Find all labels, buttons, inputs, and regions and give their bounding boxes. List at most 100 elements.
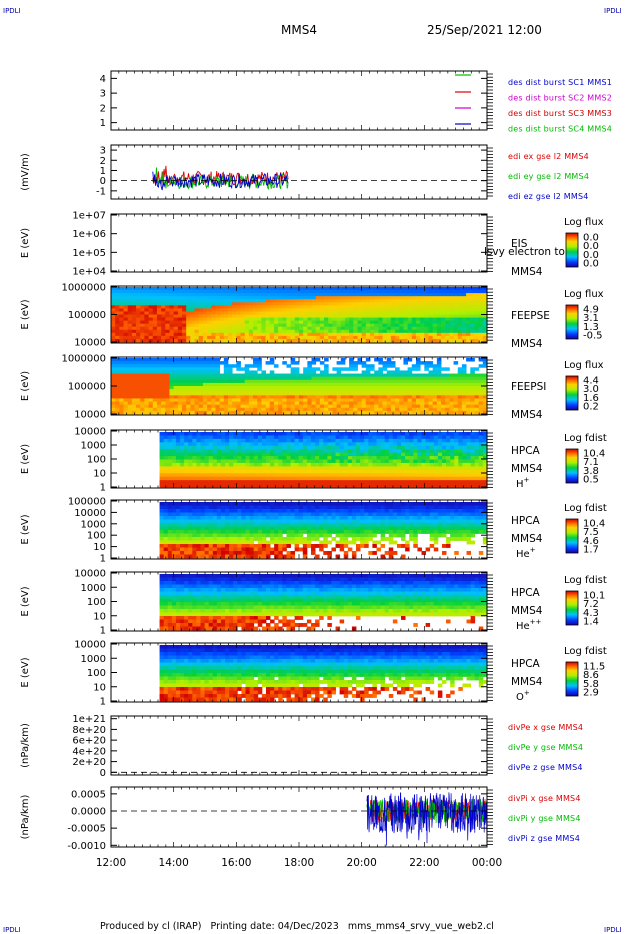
heatmap-cell	[290, 392, 296, 396]
heatmap-cell	[274, 432, 279, 436]
heatmap-cell	[399, 299, 404, 303]
heatmap-cell	[307, 395, 312, 399]
heatmap-cell	[370, 386, 375, 390]
heatmap-cell	[384, 473, 390, 478]
heatmap-cell	[445, 335, 450, 340]
footer-credit: Produced by cl (IRAP) Printing date: 04/…	[100, 921, 494, 932]
heatmap-cell	[294, 314, 300, 318]
heatmap-cell	[392, 442, 398, 447]
heatmap-cell	[127, 293, 133, 297]
heatmap-cell	[437, 456, 443, 460]
heatmap-cell	[245, 445, 251, 450]
heatmap-cell	[311, 452, 316, 457]
heatmap-cell	[192, 452, 197, 457]
heatmap-cell	[344, 332, 350, 337]
heatmap-cell	[429, 462, 435, 467]
heatmap-cell	[441, 404, 446, 409]
heatmap-cell	[184, 469, 189, 474]
heatmap-cell	[159, 449, 165, 454]
heatmap-cell	[340, 323, 346, 328]
heatmap-cell	[324, 290, 329, 294]
heatmap-cell	[396, 456, 402, 460]
heatmap-cell	[161, 338, 166, 343]
heatmap-cell	[303, 329, 308, 334]
heatmap-cell	[261, 483, 267, 488]
heatmap-cell	[232, 392, 237, 396]
heatmap-cell	[225, 473, 230, 478]
heatmap-cell	[450, 456, 455, 460]
heatmap-cell	[229, 476, 234, 481]
heatmap-cell	[136, 338, 141, 343]
heatmap-cell	[159, 462, 165, 467]
heatmap-cell	[415, 314, 421, 318]
heatmap-cell	[265, 432, 271, 436]
heatmap-cell	[461, 401, 467, 406]
heatmap-cell	[420, 389, 425, 393]
heatmap-cell	[474, 392, 480, 396]
heatmap-cell	[343, 473, 349, 478]
heatmap-cell	[386, 370, 392, 374]
heatmap-cell	[340, 308, 346, 312]
heatmap-cell	[148, 386, 154, 390]
heatmap-cell	[273, 287, 279, 291]
heatmap-cell	[208, 445, 214, 450]
heatmap-cell	[204, 452, 210, 457]
heatmap-cell	[307, 335, 312, 340]
heatmap-cell	[261, 332, 266, 337]
heatmap-cell	[249, 445, 255, 450]
heatmap-cell	[207, 407, 212, 412]
heatmap-cell	[449, 332, 454, 337]
heatmap-cell	[152, 358, 158, 362]
heatmap-cell	[470, 317, 475, 322]
heatmap-cell	[378, 373, 383, 378]
heatmap-cell	[171, 445, 177, 450]
heatmap-cell	[115, 407, 120, 412]
heatmap-cell	[115, 395, 120, 399]
heatmap-cell	[399, 401, 404, 406]
heatmap-cell	[365, 293, 371, 297]
heatmap-cell	[462, 452, 467, 457]
heatmap-cell	[315, 404, 321, 409]
heatmap-cell	[278, 456, 283, 460]
heatmap-cell	[470, 445, 476, 450]
heatmap-cell	[453, 314, 459, 318]
heatmap-cell	[270, 449, 275, 454]
heatmap-cell	[470, 367, 475, 371]
heatmap-cell	[344, 302, 350, 306]
heatmap-cell	[265, 483, 271, 488]
heatmap-cell	[470, 395, 475, 399]
heatmap-cell	[290, 376, 296, 381]
heatmap-cell	[227, 373, 233, 378]
heatmap-cell	[424, 382, 429, 387]
heatmap-cell	[411, 407, 417, 412]
heatmap-cell	[461, 293, 467, 297]
heatmap-cell	[207, 379, 212, 384]
heatmap-cell	[196, 459, 201, 464]
heatmap-cell	[411, 296, 417, 300]
heatmap-cell	[140, 364, 145, 368]
heatmap-cell	[236, 382, 241, 387]
heatmap-cell	[273, 323, 279, 328]
heatmap-cell	[212, 476, 218, 481]
heatmap-cell	[175, 480, 181, 484]
heatmap-cell	[298, 466, 304, 471]
heatmap-cell	[211, 395, 216, 399]
heatmap-cell	[331, 462, 336, 467]
heatmap-cell	[411, 335, 417, 340]
heatmap-cell	[136, 404, 141, 409]
heatmap-cell	[303, 287, 308, 291]
heatmap-cell	[327, 473, 332, 478]
heatmap-cell	[395, 293, 400, 297]
heatmap-cell	[148, 338, 154, 343]
legend-entry: edi ey gse l2 MMS4	[508, 172, 589, 181]
heatmap-cell	[335, 445, 341, 450]
heatmap-cell	[462, 476, 467, 481]
heatmap-cell	[241, 442, 246, 447]
heatmap-cell	[232, 299, 237, 303]
heatmap-cell	[374, 376, 379, 381]
heatmap-cell	[396, 432, 402, 436]
heatmap-cell	[303, 407, 308, 412]
heatmap-cell	[261, 435, 267, 440]
heatmap-cell	[349, 314, 354, 318]
